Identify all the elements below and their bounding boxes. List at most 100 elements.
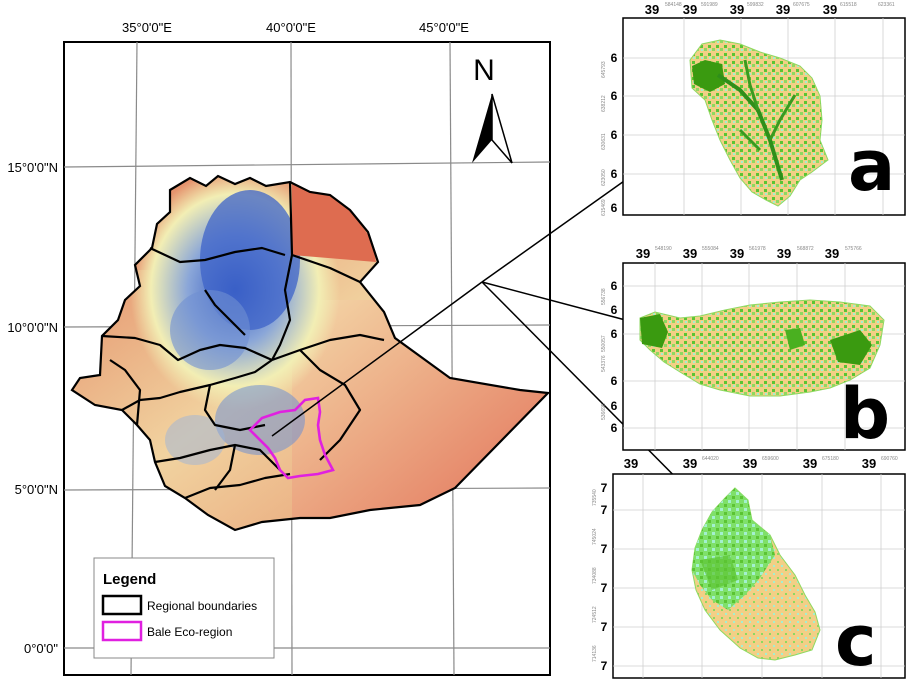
panel-b-left-small-2: 543376 bbox=[601, 355, 607, 372]
panel-a-top-small-0: 584148 bbox=[665, 2, 682, 8]
panel-c-left-tick-0: 7 bbox=[601, 481, 608, 495]
panel-c-top-small-3: 690760 bbox=[881, 456, 898, 462]
panel-b-top-small-0: 548190 bbox=[655, 246, 672, 252]
panel-b: b 39 39 39 39 39 548190 555084 561978 56… bbox=[601, 246, 906, 455]
panel-c-top-tick-4: 39 bbox=[862, 456, 876, 471]
panel-a-top-small-2: 599832 bbox=[747, 2, 764, 8]
panel-c-left-ticks: 7 7 7 7 7 7 735540 745024 734088 724512 … bbox=[592, 481, 608, 673]
panel-a-left-tick-2: 6 bbox=[611, 128, 618, 142]
panel-a-left-tick-3: 6 bbox=[611, 167, 618, 181]
panel-a: a 39 39 39 39 39 584148 591989 599832 60… bbox=[601, 2, 906, 216]
legend: Legend Regional boundaries Bale Eco-regi… bbox=[93, 557, 275, 659]
panel-c-forest-patch bbox=[700, 555, 738, 590]
panel-b-top-small-1: 555084 bbox=[702, 246, 719, 252]
panel-a-top-small-1: 591989 bbox=[701, 2, 718, 8]
legend-label-bale: Bale Eco-region bbox=[147, 625, 232, 639]
panel-a-top-small-5: 623361 bbox=[878, 2, 895, 8]
lat-label-0: 0°0'0" bbox=[24, 641, 58, 656]
panel-a-left-small-4: 615469 bbox=[601, 199, 607, 216]
panel-c-left-small-0: 735540 bbox=[592, 489, 598, 506]
lat-labels: 15°0'0"N 10°0'0"N 5°0'0"N 0°0'0" bbox=[7, 160, 58, 656]
panel-a-letter: a bbox=[848, 125, 895, 207]
panel-b-left-small-0: 556738 bbox=[601, 288, 607, 305]
panel-c-left-tick-4: 7 bbox=[601, 620, 608, 634]
north-arrow-icon: N bbox=[472, 54, 513, 164]
main-map: N Legend Regional boundaries Bale Eco-re… bbox=[7, 20, 551, 676]
panel-a-left-small-1: 638212 bbox=[601, 95, 607, 112]
panel-a-top-small-3: 607675 bbox=[793, 2, 810, 8]
panel-b-top-tick-0: 39 bbox=[636, 246, 650, 261]
panel-c-left-tick-5: 7 bbox=[601, 659, 608, 673]
panel-b-left-ticks: 6 6 6 6 6 6 556738 550057 543376 536695 bbox=[601, 279, 618, 435]
panel-c-top-tick-3: 39 bbox=[803, 456, 817, 471]
panel-b-left-tick-5: 6 bbox=[611, 421, 618, 435]
country-outline bbox=[70, 174, 551, 532]
lat-label-15: 15°0'0"N bbox=[7, 160, 58, 175]
lon-labels: 35°0'0"E 40°0'0"E 45°0'0"E bbox=[122, 20, 469, 35]
regional-boundaries bbox=[101, 181, 385, 500]
panel-c-top-tick-1: 39 bbox=[683, 456, 697, 471]
lat-label-5: 5°0'0"N bbox=[15, 482, 58, 497]
panel-a-left-small-3: 623050 bbox=[601, 169, 607, 186]
panel-b-watershed bbox=[639, 299, 885, 397]
panel-b-top-ticks: 39 39 39 39 39 548190 555084 561978 5688… bbox=[636, 246, 862, 261]
panel-b-top-tick-1: 39 bbox=[683, 246, 697, 261]
panel-a-top-tick-3: 39 bbox=[776, 2, 790, 17]
panel-c-left-small-2: 734088 bbox=[592, 567, 598, 584]
panel-a-top-tick-2: 39 bbox=[730, 2, 744, 17]
legend-label-regional: Regional boundaries bbox=[147, 599, 257, 613]
bale-eco-region bbox=[248, 396, 335, 480]
lon-label-45: 45°0'0"E bbox=[419, 20, 469, 35]
panel-c-letter: c bbox=[835, 600, 877, 682]
panel-b-left-small-3: 536695 bbox=[601, 403, 607, 420]
panel-b-forest-patch bbox=[640, 314, 668, 348]
panel-c-top-tick-2: 39 bbox=[743, 456, 757, 471]
panel-c-top-small-1: 659600 bbox=[762, 456, 779, 462]
panel-b-left-tick-1: 6 bbox=[611, 303, 618, 317]
panel-b-left-tick-4: 6 bbox=[611, 399, 618, 413]
panel-b-left-tick-3: 6 bbox=[611, 374, 618, 388]
panel-a-top-tick-0: 39 bbox=[645, 2, 659, 17]
panel-a-top-tick-4: 39 bbox=[823, 2, 837, 17]
panel-c-top-ticks: 39 39 39 39 39 644020 659600 675180 6907… bbox=[624, 456, 898, 471]
panel-b-top-tick-2: 39 bbox=[730, 246, 744, 261]
panel-a-tributaries bbox=[738, 59, 797, 152]
panel-c-top-small-2: 675180 bbox=[822, 456, 839, 462]
lon-label-40: 40°0'0"E bbox=[266, 20, 316, 35]
north-label: N bbox=[473, 54, 495, 87]
panel-c-top-small-0: 644020 bbox=[702, 456, 719, 462]
panel-a-top-small-4: 615518 bbox=[840, 2, 857, 8]
panel-c-left-tick-1: 7 bbox=[601, 503, 608, 517]
lon-label-35: 35°0'0"E bbox=[122, 20, 172, 35]
lat-label-10: 10°0'0"N bbox=[7, 320, 58, 335]
legend-swatch-bale bbox=[101, 620, 143, 642]
panel-b-top-tick-4: 39 bbox=[825, 246, 839, 261]
panel-b-top-small-2: 561978 bbox=[749, 246, 766, 252]
legend-swatch-regional bbox=[101, 594, 143, 616]
panel-c-left-small-4: 714136 bbox=[592, 645, 598, 662]
panel-b-forest-patch-east bbox=[830, 330, 872, 365]
panel-a-top-ticks: 39 39 39 39 39 584148 591989 599832 6076… bbox=[645, 2, 895, 17]
panel-b-top-tick-3: 39 bbox=[777, 246, 791, 261]
panel-a-left-tick-0: 6 bbox=[611, 51, 618, 65]
panel-c-top-tick-0: 39 bbox=[624, 456, 638, 471]
panel-b-left-tick-0: 6 bbox=[611, 279, 618, 293]
panel-b-letter: b bbox=[840, 373, 890, 455]
panel-c-left-tick-3: 7 bbox=[601, 581, 608, 595]
panel-b-left-small-1: 550057 bbox=[601, 335, 607, 352]
legend-title: Legend bbox=[103, 571, 156, 588]
panel-b-left-tick-2: 6 bbox=[611, 327, 618, 341]
panel-c-left-tick-2: 7 bbox=[601, 542, 608, 556]
legend-box bbox=[93, 557, 275, 659]
panel-a-left-small-0: 645793 bbox=[601, 61, 607, 78]
panel-a-left-small-2: 630631 bbox=[601, 133, 607, 150]
panel-c-left-small-3: 724512 bbox=[592, 606, 598, 623]
panel-b-forest-patch-mid bbox=[785, 328, 805, 350]
panel-b-top-small-4: 575766 bbox=[845, 246, 862, 252]
panel-a-forest-patch bbox=[692, 60, 725, 92]
panel-c: c 39 39 39 39 39 644020 659600 675180 69… bbox=[592, 456, 906, 682]
panel-a-left-tick-4: 6 bbox=[611, 201, 618, 215]
panel-a-top-tick-1: 39 bbox=[683, 2, 697, 17]
panel-a-left-ticks: 6 6 6 6 6 645793 638212 630631 623050 61… bbox=[601, 51, 618, 216]
